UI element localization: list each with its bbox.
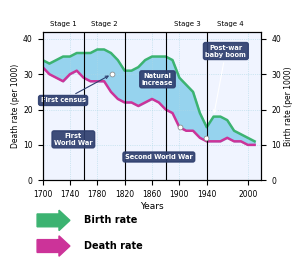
FancyArrow shape [37,236,70,256]
Text: First
World War: First World War [54,133,93,146]
Text: Stage 4: Stage 4 [217,20,244,27]
FancyArrow shape [37,210,70,231]
Text: Stage 3: Stage 3 [174,20,201,27]
Y-axis label: Death rate (per 1000): Death rate (per 1000) [11,64,20,148]
Text: Stage 1: Stage 1 [50,20,76,27]
Text: Birth rate: Birth rate [84,215,137,225]
Text: Second World War: Second World War [125,154,193,160]
Text: Death rate: Death rate [84,241,142,251]
Text: Natural
increase: Natural increase [142,73,173,86]
Text: First census: First census [40,76,108,103]
Text: Stage 2: Stage 2 [91,20,117,27]
X-axis label: Years: Years [140,202,164,211]
Y-axis label: Birth rate (per 1000): Birth rate (per 1000) [284,66,293,146]
Text: Post-war
baby boom: Post-war baby boom [206,45,246,113]
